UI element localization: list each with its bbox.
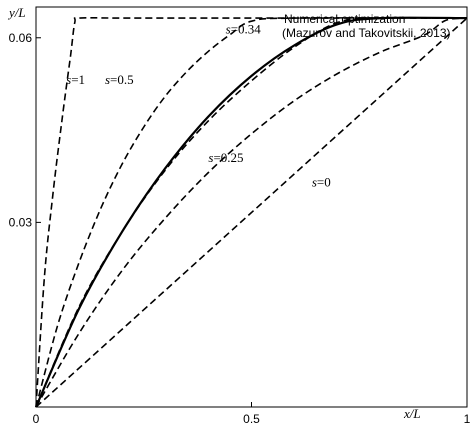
series-line-numerical-optimization <box>34 16 468 408</box>
series-line-s-0 <box>35 17 468 408</box>
annotation-line2: (Mazurov and Takovitskii, 2013) <box>282 26 451 40</box>
y-tick-label: 0.06 <box>9 31 33 45</box>
x-axis-label: x/L <box>403 406 421 421</box>
curve-label: s=0.34 <box>226 21 262 36</box>
series-line-s-1 <box>35 16 467 408</box>
ticks: 0 0.5 1 0.03 0.06 <box>9 31 471 426</box>
y-tick-label: 0.03 <box>9 215 33 229</box>
labels-group: y/L x/L Numerical optimization (Mazurov … <box>7 5 451 421</box>
series-line-s-0-25 <box>35 17 468 408</box>
series-line-s-0-5 <box>35 17 468 408</box>
curve-label: s=0.5 <box>105 72 134 87</box>
x-tick-label: 0.5 <box>243 412 260 426</box>
x-tick-label: 0 <box>33 412 40 426</box>
annotation-line1: Numerical optimization <box>284 12 405 26</box>
series-group <box>34 16 468 408</box>
curve-label: s=0.25 <box>208 150 243 165</box>
x-tick-label: 1 <box>464 412 471 426</box>
curve-label: s=1 <box>66 72 85 87</box>
curve-label: s=0 <box>312 175 331 190</box>
y-axis-label: y/L <box>7 5 26 20</box>
